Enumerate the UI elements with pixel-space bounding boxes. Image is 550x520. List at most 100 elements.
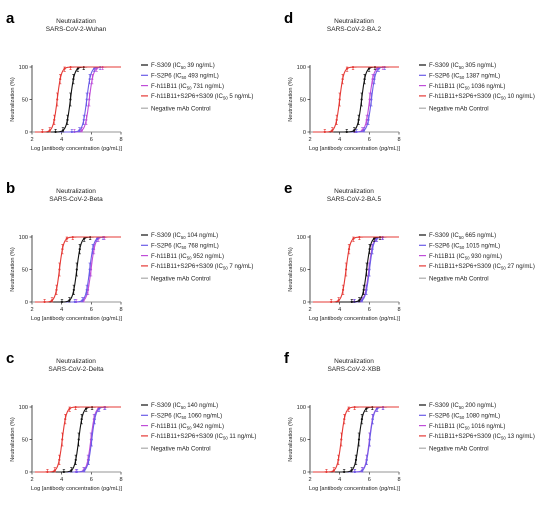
data-point — [330, 300, 333, 304]
x-tick-label: 6 — [368, 137, 371, 143]
x-axis-label: Log [antibody concentration (pg/mL)] — [31, 486, 123, 492]
x-axis-label: Log [antibody concentration (pg/mL)] — [31, 316, 123, 322]
x-axis-label: Log [antibody concentration (pg/mL)] — [309, 146, 401, 152]
legend-label: Negative mAb Control — [151, 275, 211, 282]
legend-label: F-h11B11 (IC50 942 ng/mL) — [151, 423, 224, 431]
data-point — [88, 78, 91, 81]
data-point — [365, 458, 368, 461]
data-point — [46, 470, 49, 474]
data-point — [325, 470, 328, 474]
data-point — [93, 67, 96, 70]
data-point — [363, 78, 366, 81]
data-point — [93, 418, 96, 421]
data-point — [373, 78, 376, 81]
data-point — [43, 300, 46, 304]
data-point — [343, 418, 346, 421]
data-point — [362, 288, 365, 291]
legend-label: F-S309 (IC50 39 ng/mL) — [151, 62, 215, 70]
x-tick-label: 2 — [308, 477, 311, 483]
data-point — [377, 67, 380, 70]
chart-title: Neutralization — [56, 188, 96, 195]
data-point — [60, 300, 64, 304]
legend-label: F-h11B11+S2P6+S309 (IC50 13 ng/mL) — [429, 433, 535, 441]
legend-label: F-h11B11+S2P6+S309 (IC50 11 ng/mL) — [151, 433, 256, 441]
legend-label: F-h11B11 (IC50 952 ng/mL) — [151, 253, 224, 261]
x-tick-label: 8 — [397, 477, 400, 483]
data-point — [344, 268, 348, 271]
legend-label: F-h11B11 (IC50 1036 ng/mL) — [429, 83, 505, 91]
data-point — [88, 268, 91, 271]
y-axis-label: Neutralization (%) — [10, 77, 16, 122]
data-point — [63, 67, 66, 70]
data-point — [355, 130, 358, 134]
data-point — [75, 268, 78, 271]
series-line-3 — [312, 66, 399, 133]
data-point — [80, 129, 83, 132]
legend-label: F-h11B11+S2P6+S309 (IC50 10 ng/mL) — [429, 93, 535, 101]
data-point — [68, 299, 71, 302]
data-point — [371, 248, 374, 251]
data-point — [354, 458, 358, 461]
series-line-2 — [312, 236, 399, 303]
x-tick-label: 4 — [338, 477, 341, 483]
data-point — [376, 407, 379, 410]
data-point — [340, 438, 343, 441]
data-point — [368, 438, 371, 441]
data-point — [372, 237, 376, 240]
data-point — [361, 469, 364, 472]
series-line-1 — [34, 66, 121, 133]
legend-label: F-S2P6 (IC50 1015 ng/mL) — [429, 243, 500, 251]
panel-letter: a — [6, 10, 15, 27]
data-point — [72, 78, 75, 81]
data-point — [371, 78, 374, 81]
y-tick-label: 100 — [297, 235, 306, 241]
data-point — [353, 470, 357, 474]
legend-label: F-h11B11 (IC50 930 ng/mL) — [429, 253, 502, 261]
data-point — [85, 407, 88, 410]
data-point — [345, 130, 348, 134]
data-point — [66, 118, 69, 121]
series-line-1 — [34, 236, 121, 303]
data-point — [360, 98, 363, 101]
data-point — [78, 248, 81, 251]
x-tick-label: 8 — [119, 137, 122, 143]
data-point — [58, 458, 61, 461]
series-line-1 — [312, 236, 399, 303]
legend-label: F-S2P6 (IC50 1080 ng/mL) — [429, 413, 500, 421]
chart-panel-b: b Neutralization SARS-CoV-2-Beta 2 4 6 8 0 50 100… — [0, 170, 270, 338]
y-tick-label: 100 — [19, 235, 28, 241]
data-point — [70, 469, 73, 472]
x-tick-label: 8 — [119, 307, 122, 313]
x-tick-label: 6 — [368, 477, 371, 483]
data-point — [350, 300, 353, 304]
data-point — [337, 299, 340, 302]
chart-panel-f: f Neutralization SARS-CoV-2-XBB 2 4 6 8 0 50 100 L… — [278, 340, 548, 508]
legend-label: Negative mAb Control — [429, 105, 489, 112]
data-point — [74, 458, 77, 461]
data-point — [345, 67, 349, 70]
chart-panel-a: a Neutralization SARS-CoV-2-Wuhan 2 4 6 8 0 50 10… — [0, 0, 270, 168]
data-point — [368, 268, 371, 271]
data-point — [331, 129, 334, 132]
y-tick-label: 0 — [303, 470, 306, 476]
legend-label: F-S309 (IC50 200 ng/mL) — [429, 402, 496, 410]
data-point — [68, 407, 71, 410]
y-tick-label: 50 — [300, 98, 306, 104]
legend-label: F-S2P6 (IC50 1387 ng/mL) — [429, 73, 500, 81]
panel-letter: f — [284, 350, 290, 367]
data-point — [41, 130, 44, 134]
data-point — [362, 129, 366, 132]
x-tick-label: 4 — [338, 137, 341, 143]
legend-label: F-S2P6 (IC50 768 ng/mL) — [151, 243, 219, 251]
legend-label: F-S309 (IC50 305 ng/mL) — [429, 62, 496, 70]
legend-label: F-h11B11+S2P6+S309 (IC50 5 ng/mL) — [151, 93, 253, 101]
data-point — [90, 438, 93, 441]
data-point — [53, 469, 56, 472]
data-point — [358, 299, 361, 302]
chart-panel-c: c Neutralization SARS-CoV-2-Delta 2 4 6 8 0 50 10… — [0, 340, 270, 508]
data-point — [69, 98, 72, 101]
data-point — [85, 98, 88, 101]
legend-label: F-h11B11 (IC50 1016 ng/mL) — [429, 423, 505, 431]
